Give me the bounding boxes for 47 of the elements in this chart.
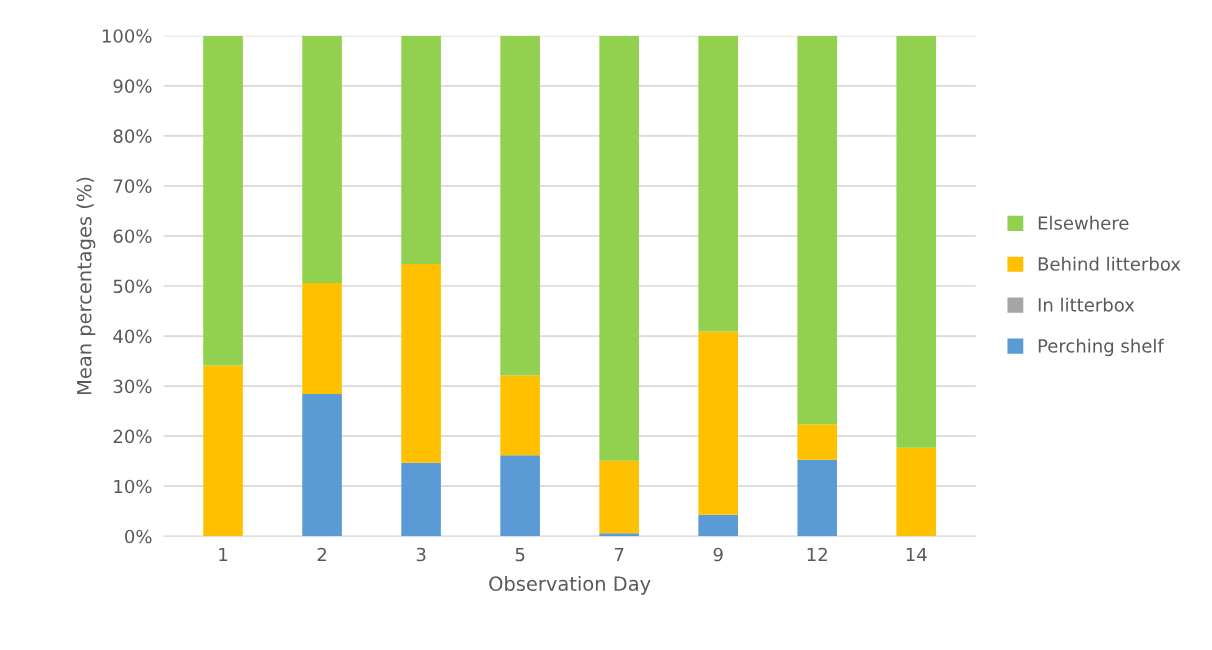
bar	[797, 424, 838, 460]
bar	[896, 35, 937, 448]
bar	[500, 375, 540, 456]
bar	[599, 460, 639, 534]
y-tick-label: 90%	[113, 79, 152, 93]
y-tick-label: 0%	[125, 529, 152, 544]
y-tick-label: 100%	[102, 29, 152, 43]
y-tick-label: 20%	[113, 429, 152, 444]
y-tick-label: 40%	[113, 329, 152, 344]
x-tick-label: 5	[515, 547, 525, 562]
bar	[698, 514, 738, 537]
legend-label: Perching shelf	[1038, 338, 1165, 357]
x-tick-label: 2	[317, 547, 326, 562]
x-tick-label: 1	[219, 547, 228, 562]
bar	[302, 35, 342, 283]
y-tick-label: 80%	[113, 129, 152, 143]
bar	[401, 263, 441, 463]
bar	[599, 35, 639, 461]
bar	[500, 455, 540, 537]
bar	[401, 35, 441, 264]
y-axis-title: Mean percentages (%)	[76, 177, 96, 394]
y-tick-label: 70%	[113, 179, 152, 194]
bar	[203, 35, 243, 366]
x-axis-title: Observation Day	[489, 575, 651, 595]
bar	[698, 35, 738, 332]
y-tick-label: 50%	[113, 279, 152, 294]
bar	[203, 365, 243, 537]
bar	[401, 462, 441, 537]
bar	[500, 35, 540, 376]
bar	[698, 331, 738, 515]
y-tick-label: 60%	[113, 229, 152, 244]
x-tick-label: 14	[906, 547, 927, 562]
bar	[797, 459, 838, 537]
legend-label: Elsewhere	[1038, 215, 1129, 230]
bar	[302, 394, 342, 537]
x-tick-label: 12	[807, 547, 827, 562]
bar	[797, 35, 838, 425]
x-tick-label: 7	[614, 547, 624, 562]
x-tick-label: 3	[416, 547, 426, 562]
bar	[302, 283, 342, 395]
bar	[896, 447, 937, 537]
y-tick-label: 10%	[114, 479, 152, 494]
legend-label: In litterbox	[1038, 297, 1135, 312]
bar	[599, 533, 639, 537]
legend-label: Behind litterbox	[1038, 256, 1181, 271]
x-tick-label: 9	[713, 547, 723, 562]
y-tick-label: 30%	[113, 379, 152, 394]
